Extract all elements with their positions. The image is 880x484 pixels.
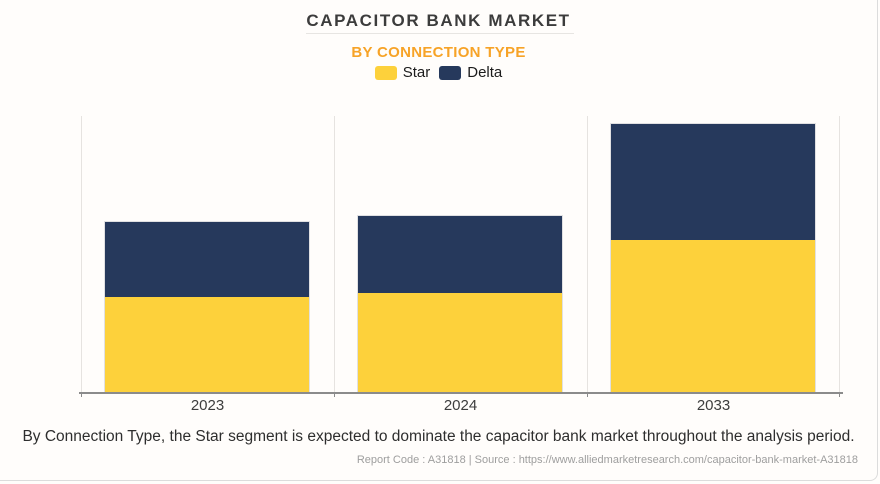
bar-2033-star-segment	[611, 240, 815, 392]
bar-2023-star-segment	[105, 297, 309, 392]
chart-subtitle: BY CONNECTION TYPE	[351, 44, 526, 61]
gridline-mid-2	[587, 116, 588, 392]
delta-swatch-icon	[439, 65, 462, 80]
chart-footnote: By Connection Type, the Star segment is …	[22, 428, 855, 445]
bar-2023-delta-segment	[105, 222, 309, 297]
bar-2033-delta-segment	[611, 124, 815, 240]
title-divider	[306, 33, 574, 34]
bar-2024	[358, 216, 562, 392]
axis-tick	[839, 392, 840, 397]
plot-area	[79, 116, 843, 397]
bar-2024-delta-segment	[358, 216, 562, 293]
bar-2024-star-segment	[358, 293, 562, 392]
gridline-mid-1	[334, 116, 335, 392]
page-title: CAPACITOR BANK MARKET	[306, 11, 571, 30]
legend-item-star[interactable]: Star	[374, 64, 431, 81]
axis-tick	[587, 392, 588, 397]
x-tick-label-2024: 2024	[443, 397, 478, 414]
legend-label-delta: Delta	[467, 64, 503, 81]
legend: Star Delta	[0, 64, 877, 81]
x-tick-label-2023: 2023	[190, 397, 225, 414]
x-tick-label-2033: 2033	[696, 397, 731, 414]
legend-item-delta[interactable]: Delta	[439, 64, 502, 81]
legend-label-star: Star	[402, 64, 431, 81]
axis-tick	[81, 392, 82, 397]
bar-2023	[105, 222, 309, 392]
x-axis-line	[79, 392, 843, 394]
report-source-line: Report Code : A31818 | Source : https://…	[356, 454, 858, 466]
star-swatch-icon	[374, 65, 397, 80]
gridline-left	[81, 116, 82, 392]
gridline-right	[839, 116, 840, 392]
axis-tick	[334, 392, 335, 397]
bar-2033	[611, 124, 815, 392]
